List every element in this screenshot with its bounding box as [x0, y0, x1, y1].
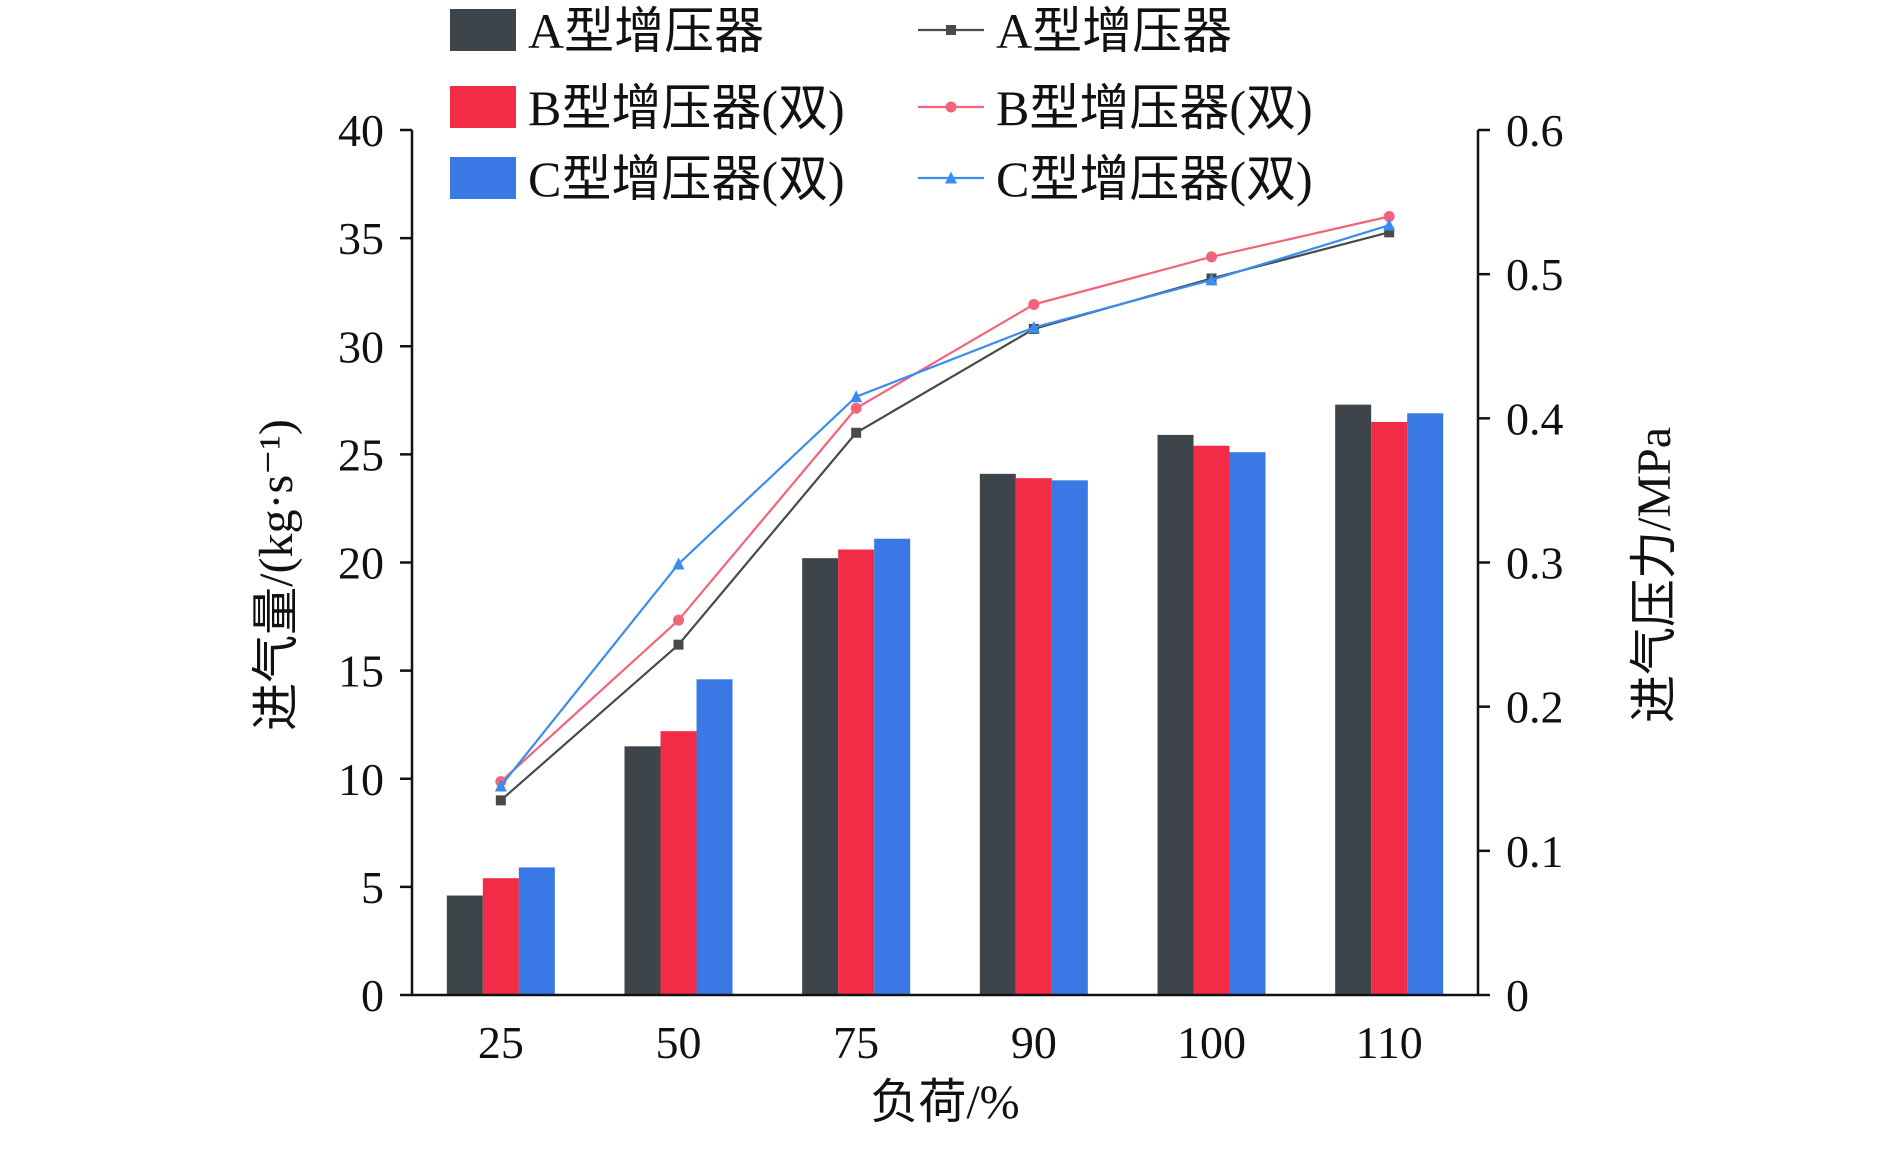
legend-label-line-3: C型增压器(双) — [996, 151, 1313, 207]
y-left-tick-label: 15 — [338, 646, 384, 697]
y-right-tick-label: 0.3 — [1506, 538, 1564, 589]
legend-label-bar-2: B型增压器(双) — [528, 80, 845, 136]
point-series-1-75 — [851, 427, 862, 438]
bar-series-2-50 — [660, 731, 697, 995]
bar-series-1-110 — [1335, 404, 1372, 995]
bar-series-3-90 — [1051, 480, 1088, 995]
point-series-2-110 — [1383, 211, 1395, 222]
bar-series-1-50 — [624, 746, 661, 995]
point-series-2-50 — [673, 614, 684, 626]
point-series-3-50 — [672, 557, 685, 570]
bars — [446, 404, 1444, 996]
y-right-tick-label: 0.4 — [1506, 393, 1564, 444]
bar-series-3-110 — [1407, 413, 1444, 996]
y-right-tick-label: 0.1 — [1506, 826, 1564, 877]
y-left-tick-label: 20 — [338, 538, 384, 589]
y-left-tick-label: 5 — [361, 862, 384, 913]
point-series-3-100 — [1205, 273, 1218, 286]
x-tick-label: 100 — [1177, 1017, 1246, 1068]
point-series-2-100 — [1206, 251, 1217, 263]
y-left-tick-label: 30 — [338, 321, 384, 372]
legend-label-line-2: B型增压器(双) — [996, 80, 1313, 136]
y-right-tick-label: 0.6 — [1506, 105, 1564, 156]
point-series-2-75 — [850, 402, 862, 414]
bar-series-1-100 — [1157, 434, 1194, 996]
y-right-tick-label: 0.2 — [1506, 682, 1564, 733]
legend-label-line-1: A型增压器 — [996, 3, 1232, 59]
point-series-3-75 — [850, 390, 863, 403]
bar-series-3-100 — [1229, 452, 1266, 995]
point-series-1-25 — [495, 795, 506, 806]
legend-label-bar-3: C型增压器(双) — [528, 151, 845, 207]
legend-marker-1 — [946, 25, 956, 35]
y-left-tick-label: 35 — [338, 213, 384, 264]
x-tick-label: 75 — [833, 1017, 879, 1068]
bar-series-3-50 — [696, 679, 733, 995]
x-tick-label: 90 — [1011, 1017, 1057, 1068]
x-tick-label: 25 — [478, 1017, 524, 1068]
line-series-2 — [500, 215, 1390, 783]
legend-swatch-bar-1 — [450, 9, 516, 51]
y-left-tick-label: 25 — [338, 429, 384, 480]
y-left-tick-label: 10 — [338, 754, 384, 805]
lines — [494, 211, 1396, 806]
x-axis-title: 负荷/% — [870, 1076, 1019, 1129]
line-series-3 — [499, 224, 1390, 787]
legend-swatch-bar-2 — [450, 86, 516, 128]
bar-series-3-75 — [874, 538, 911, 995]
bar-series-2-100 — [1193, 445, 1230, 996]
axes: 0 5 10 15 20 25 30 35 40 0 0.1 0.2 0.3 0.4 0.5 0.6 25 50 7… — [338, 105, 1564, 1068]
legend-marker-2 — [945, 101, 957, 113]
legend-swatch-bar-3 — [450, 157, 516, 199]
x-tick-label: 110 — [1356, 1017, 1423, 1068]
point-series-1-50 — [673, 639, 684, 650]
legend: A型增压器 B型增压器(双) C型增压器(双) A型增压器 B型增压器(双) C型增压器(… — [450, 3, 1313, 207]
point-series-1-110 — [1384, 227, 1395, 238]
y-right-tick-label: 0 — [1506, 970, 1529, 1021]
y-right-tick-label: 0.5 — [1506, 249, 1564, 300]
legend-label-bar-1: A型增压器 — [528, 3, 764, 59]
bar-series-2-110 — [1371, 421, 1408, 995]
bar-series-2-90 — [1015, 478, 1052, 996]
x-tick-label: 50 — [656, 1017, 702, 1068]
y-axis-left-title: 进气量/(kg·s⁻¹) — [250, 419, 303, 731]
bar-series-1-90 — [979, 473, 1016, 995]
point-series-3-110 — [1383, 218, 1396, 231]
bar-series-1-25 — [446, 895, 483, 995]
y-left-tick-label: 0 — [361, 970, 384, 1021]
point-series-2-90 — [1028, 298, 1040, 310]
bar-series-2-75 — [838, 549, 875, 995]
bar-series-2-25 — [482, 878, 519, 995]
bar-series-3-25 — [518, 867, 555, 995]
y-axis-right-title: 进气压力/MPa — [1628, 427, 1681, 723]
y-left-tick-label: 40 — [338, 105, 384, 156]
bar-series-1-75 — [802, 558, 839, 995]
point-series-3-25 — [494, 779, 507, 792]
legend-marker-3 — [945, 171, 957, 184]
point-series-3-90 — [1027, 321, 1040, 334]
